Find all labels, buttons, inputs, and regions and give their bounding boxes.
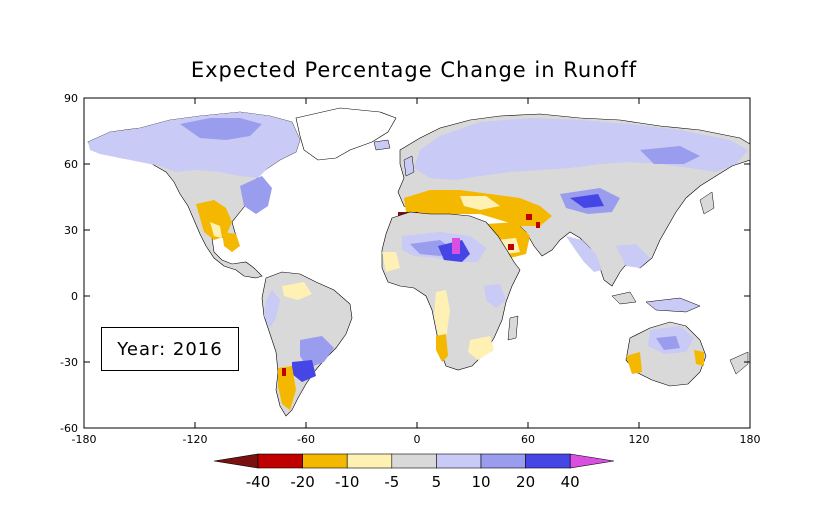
legend-label: 40 [561,473,580,491]
x-tick-label: 60 [521,433,535,446]
legend-swatch [525,453,571,469]
y-tick-label: -60 [60,422,78,435]
legend-swatch [302,453,348,469]
legend-label: -10 [335,473,360,491]
legend-label: -5 [384,473,399,491]
map-fill [87,107,751,417]
x-tick-label: -120 [183,433,208,446]
x-tick-label: -180 [72,433,97,446]
x-tick-label: 180 [740,433,761,446]
map-axes: -180 -120 -60 0 60 120 180 90 60 30 0 -30 -60 [60,92,760,446]
y-tick-label: 60 [64,158,78,171]
y-tick-label: -30 [60,356,78,369]
legend-swatch [346,453,393,469]
y-tick-label: 30 [64,224,78,237]
x-tick-label: -60 [297,433,315,446]
legend-swatch [391,453,437,469]
legend-label: 10 [471,473,490,491]
x-tick-label: 0 [414,433,421,446]
year-label: Year: 2016 [101,327,239,371]
legend-swatch [436,453,482,469]
legend-label: 5 [432,473,442,491]
x-tick-label: 120 [629,433,650,446]
legend-label: 20 [516,473,535,491]
legend-label: -20 [290,473,315,491]
legend-swatch [569,453,615,469]
color-legend: -40 -20 -10 -5 5 10 20 40 [213,453,615,491]
legend-swatch [257,453,303,469]
map-title: Expected Percentage Change in Runoff [190,58,638,82]
y-tick-label: 0 [71,290,78,303]
y-tick-label: 90 [64,92,78,105]
legend-swatch [213,453,259,469]
legend-swatch [480,453,526,469]
legend-label: -40 [246,473,271,491]
